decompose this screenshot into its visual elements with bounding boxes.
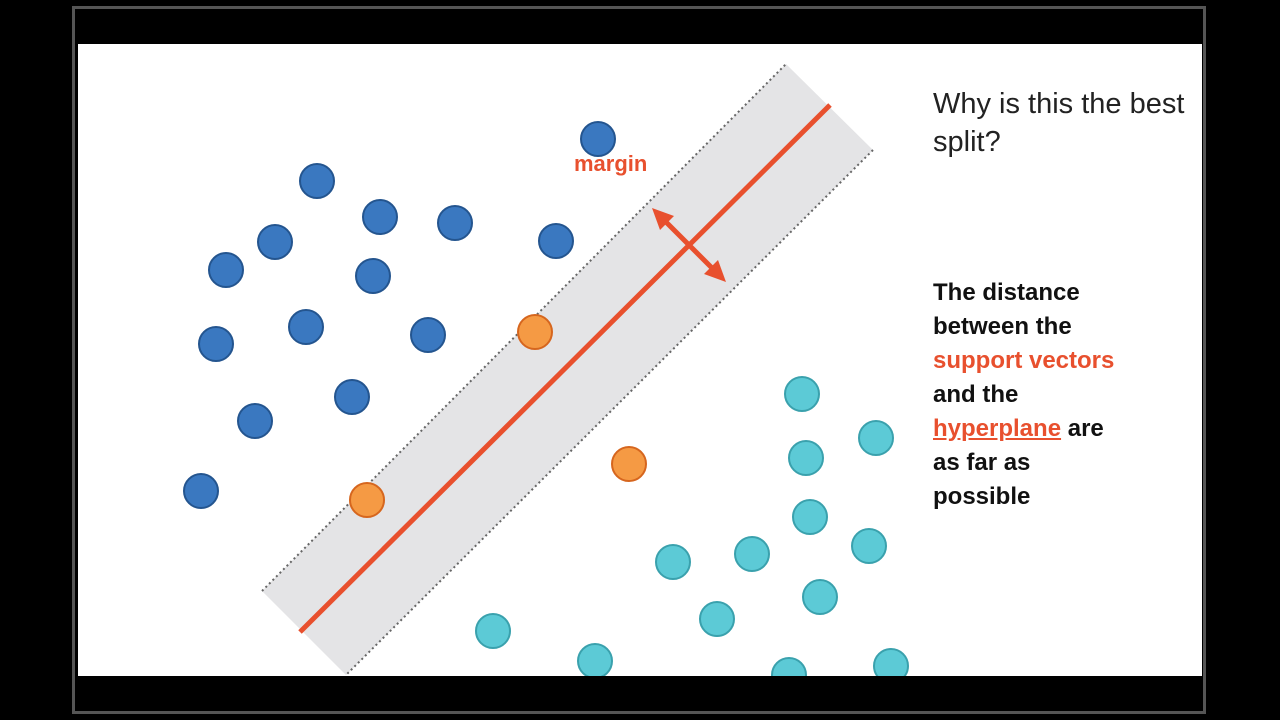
explanation-text: The distance between the support vectors… <box>933 276 1173 514</box>
cyan-class-point <box>873 648 909 676</box>
cyan-class-point <box>858 420 894 456</box>
support-vector-point <box>517 314 553 350</box>
cyan-class-point <box>802 579 838 615</box>
margin-arrow <box>652 208 726 282</box>
explanation-line: between the <box>933 313 1072 340</box>
cyan-class-point <box>655 544 691 580</box>
support-vector-point <box>349 482 385 518</box>
margin-boundary-lower <box>345 149 874 676</box>
frame-border <box>72 6 1206 714</box>
cyan-class-point <box>699 601 735 637</box>
support-vectors-highlight: support vectors <box>933 347 1115 374</box>
blue-class-point <box>183 473 219 509</box>
question-text: Why is this the best split? <box>933 88 1185 158</box>
blue-class-point <box>355 258 391 294</box>
hyperplane-highlight: hyperplane <box>933 415 1062 442</box>
margin-label: margin <box>574 151 647 176</box>
blue-class-point <box>362 199 398 235</box>
cyan-class-point <box>788 440 824 476</box>
cyan-class-point <box>851 528 887 564</box>
cyan-class-point <box>792 499 828 535</box>
blue-class-point <box>208 252 244 288</box>
explanation-line: hyperplane are <box>933 412 1173 446</box>
blue-class-point <box>237 403 273 439</box>
blue-class-point <box>580 121 616 157</box>
blue-class-point <box>410 317 446 353</box>
blue-class-point <box>334 379 370 415</box>
cyan-class-point <box>734 536 770 572</box>
explanation-line: possible <box>933 483 1031 510</box>
cyan-class-point <box>771 657 807 676</box>
data-points <box>183 121 909 676</box>
blue-class-point <box>198 326 234 362</box>
margin-arrow-head-lower <box>704 260 726 282</box>
cyan-class-point <box>475 613 511 649</box>
support-vector-point <box>611 446 647 482</box>
cyan-class-point <box>784 376 820 412</box>
explanation-line: The distance <box>933 279 1080 306</box>
explanation-suffix: are <box>1061 415 1104 442</box>
cyan-class-point <box>577 643 613 676</box>
blue-class-point <box>437 205 473 241</box>
explanation-line: as far as <box>933 449 1031 476</box>
blue-class-point <box>257 224 293 260</box>
blue-class-point <box>538 223 574 259</box>
hyperplane-line <box>298 103 832 634</box>
margin-arrow-head-upper <box>652 208 674 230</box>
slide: margin Why is this the best split? The d… <box>78 44 1202 676</box>
svm-diagram: margin <box>183 63 909 676</box>
blue-class-point <box>299 163 335 199</box>
blue-class-point <box>288 309 324 345</box>
explanation-line: and the <box>933 381 1019 408</box>
